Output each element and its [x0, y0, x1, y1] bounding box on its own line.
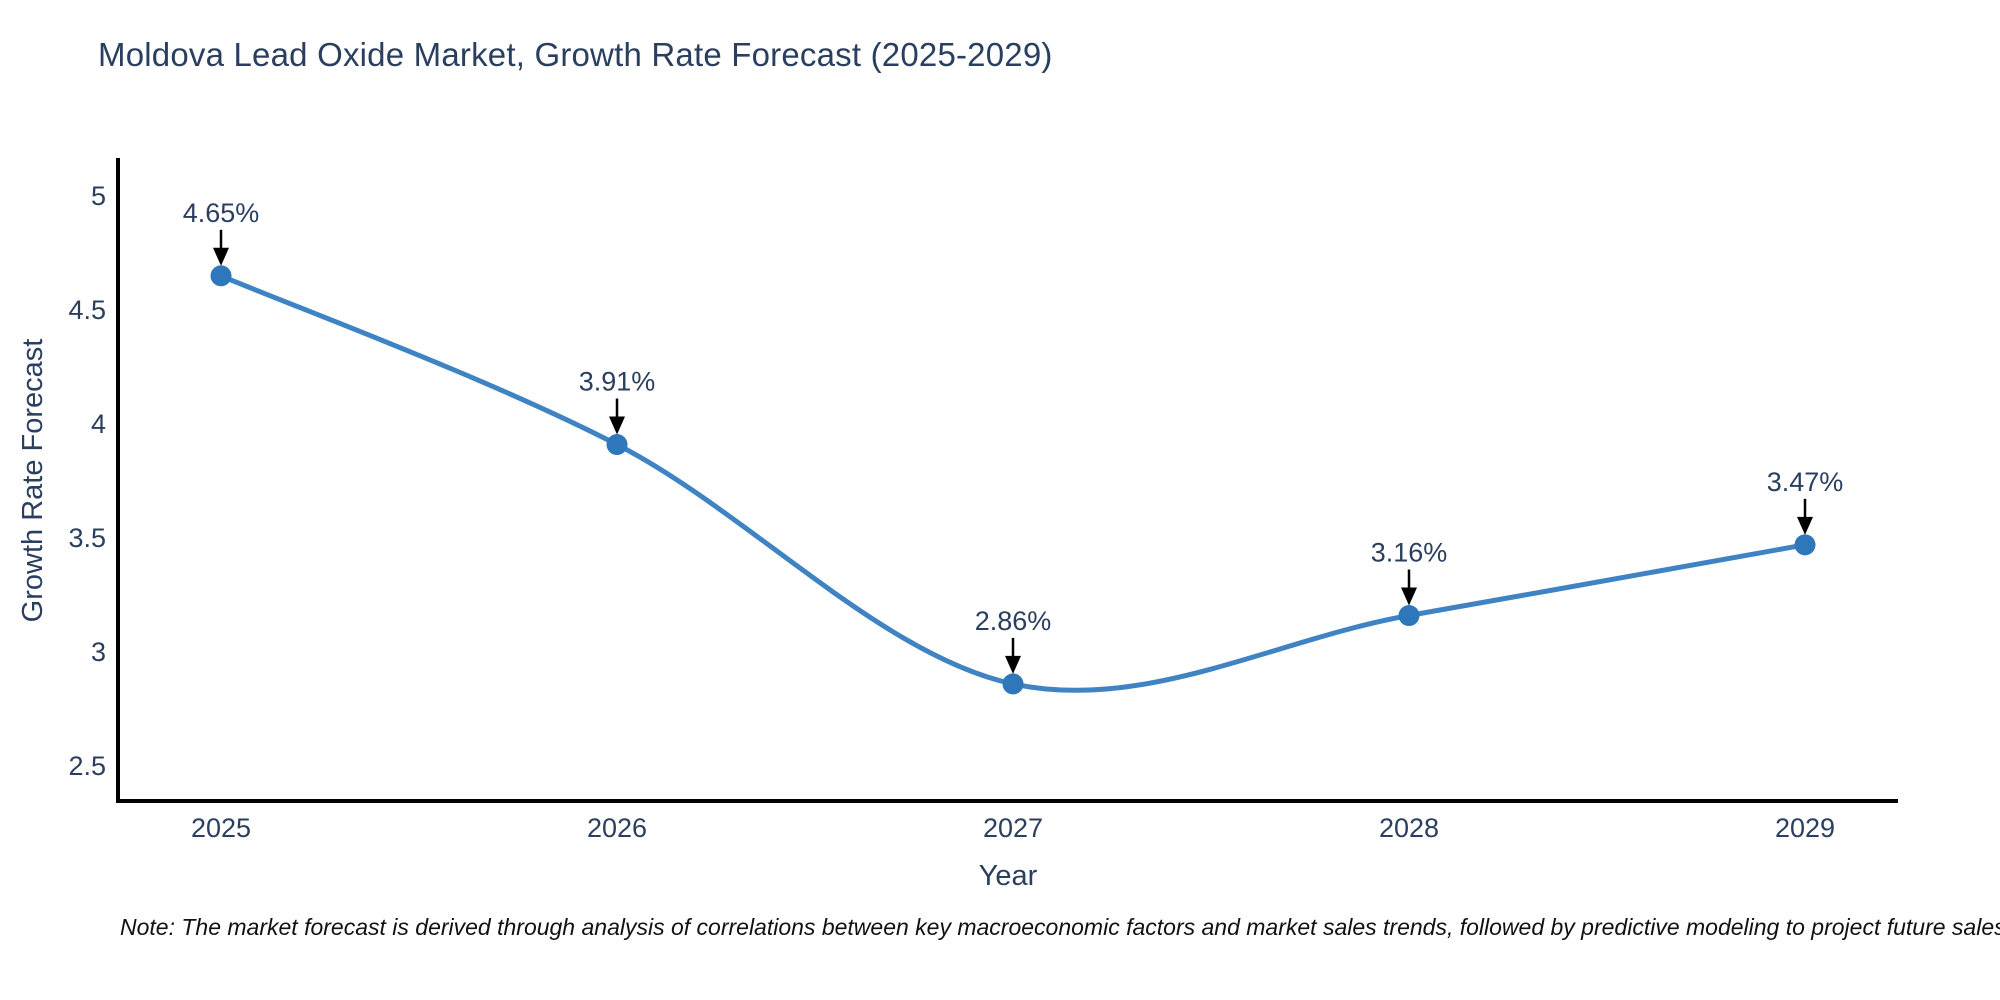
data-point-label: 3.16% — [1371, 538, 1448, 568]
annotation-arrowhead-icon — [1797, 516, 1813, 535]
x-tick-label: 2028 — [1379, 813, 1439, 843]
annotation-arrowhead-icon — [1401, 587, 1417, 606]
annotation-arrowhead-icon — [609, 416, 625, 435]
chart-title: Moldova Lead Oxide Market, Growth Rate F… — [98, 36, 1053, 73]
data-point-marker[interactable] — [1002, 673, 1024, 695]
data-point-marker[interactable] — [1794, 534, 1816, 556]
data-point-marker[interactable] — [606, 434, 628, 456]
footnote: Note: The market forecast is derived thr… — [120, 914, 2000, 940]
data-point-label: 3.91% — [579, 367, 656, 397]
data-point-marker[interactable] — [1398, 605, 1420, 627]
y-tick-label: 2.5 — [68, 751, 106, 781]
y-tick-label: 5 — [91, 181, 106, 211]
data-point-marker[interactable] — [210, 265, 232, 287]
x-tick-label: 2025 — [191, 813, 251, 843]
annotation-arrowhead-icon — [213, 247, 229, 266]
y-tick-label: 4 — [91, 409, 106, 439]
y-tick-label: 3 — [91, 637, 106, 667]
data-point-label: 3.47% — [1767, 467, 1844, 497]
data-point-label: 4.65% — [183, 198, 260, 228]
x-tick-label: 2027 — [983, 813, 1043, 843]
y-axis-title: Growth Rate Forecast — [17, 339, 49, 623]
y-tick-label: 4.5 — [68, 295, 106, 325]
x-axis-title: Year — [979, 860, 1038, 892]
x-tick-label: 2026 — [587, 813, 647, 843]
x-tick-label: 2029 — [1775, 813, 1835, 843]
annotation-arrowhead-icon — [1005, 655, 1021, 674]
data-point-label: 2.86% — [975, 606, 1052, 636]
y-tick-label: 3.5 — [68, 523, 106, 553]
